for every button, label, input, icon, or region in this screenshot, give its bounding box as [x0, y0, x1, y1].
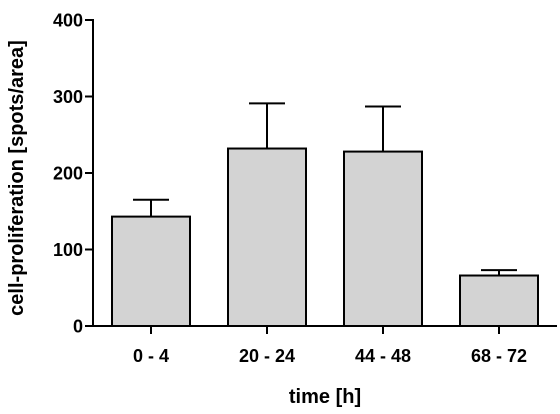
- y-tick-label-0: 0: [73, 317, 83, 337]
- x-ticks-layer: 0 - 4 20 - 24 44 - 48 68 - 72: [133, 326, 527, 366]
- y-tick-label-1: 100: [53, 240, 83, 260]
- y-ticks-layer: 0 100 200 300 400: [53, 11, 93, 337]
- y-tick-label-2: 200: [53, 164, 83, 184]
- bar-3: [459, 274, 539, 328]
- bar-2: [343, 150, 423, 327]
- error-bars-layer: [133, 102, 517, 276]
- bar-0: [111, 215, 191, 327]
- y-tick-label-3: 300: [53, 87, 83, 107]
- bars-layer: [111, 147, 539, 328]
- y-tick-label-4: 400: [53, 11, 83, 31]
- bar-1: [227, 147, 307, 327]
- x-tick-label-0: 0 - 4: [133, 346, 169, 366]
- x-tick-label-3: 68 - 72: [471, 346, 527, 366]
- y-axis-title: cell-proliferation [spots/area]: [6, 40, 28, 316]
- x-tick-label-1: 20 - 24: [239, 346, 295, 366]
- x-axis-title: time [h]: [289, 386, 361, 408]
- x-tick-label-2: 44 - 48: [355, 346, 411, 366]
